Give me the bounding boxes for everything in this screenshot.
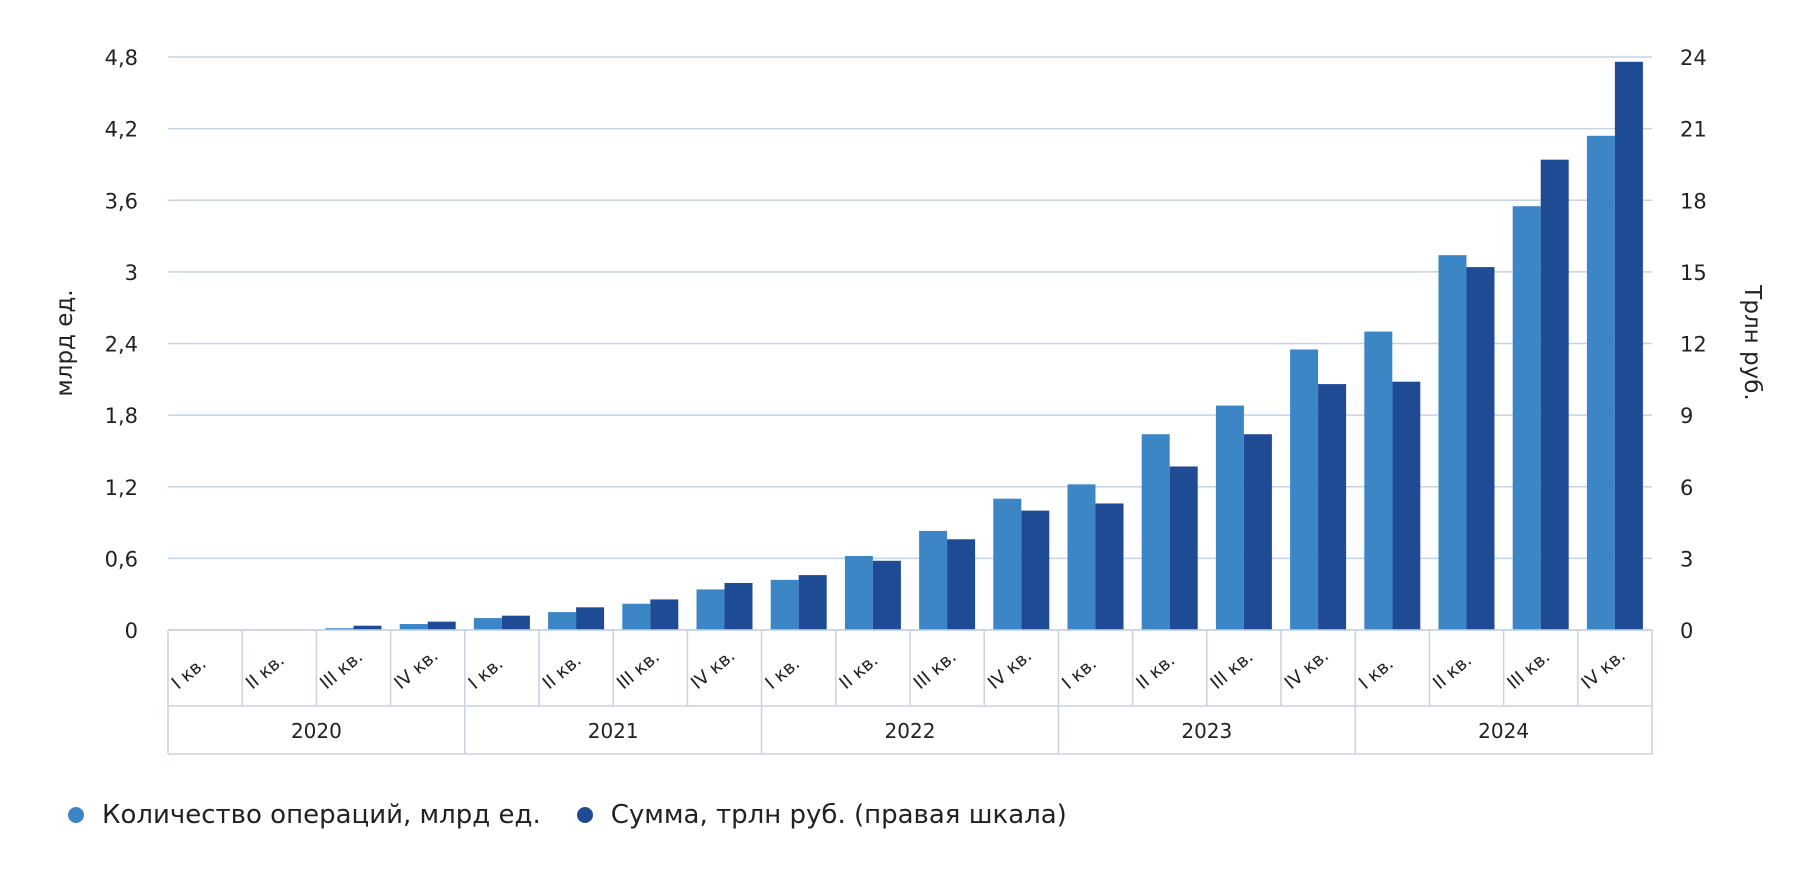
bar-sum	[1243, 434, 1272, 630]
chart: 0 0,6 1,2 1,8 2,4 3 3,6 4,2 4,8 0 3 6 9 12 15 18 21 24 млр…	[52, 46, 1765, 755]
bar-sum	[1540, 159, 1569, 630]
bar-count	[1215, 405, 1244, 630]
bar-sum	[798, 575, 827, 630]
x-tick-label: I кв.	[465, 653, 508, 694]
bar-sum	[1392, 381, 1421, 630]
bar-sum	[1169, 466, 1198, 630]
y-left-axis-label: млрд ед.	[52, 289, 78, 396]
bar-count	[1586, 135, 1615, 630]
legend-item-count: Количество операций, млрд ед.	[68, 800, 541, 830]
y-left-tick-label: 4,2	[105, 118, 138, 142]
y-right-tick-label: 24	[1680, 46, 1707, 70]
bar-count	[1141, 434, 1170, 630]
legend-swatch-count	[68, 807, 84, 823]
bar-sum	[353, 625, 382, 630]
bar-sum	[650, 599, 679, 630]
y-left-tick-label: 3	[125, 261, 138, 285]
x-tick-label: III кв.	[316, 646, 367, 693]
x-tick-label: IV кв.	[1578, 645, 1630, 694]
x-tick-label: II кв.	[1429, 650, 1476, 694]
year-label: 2021	[588, 719, 639, 743]
x-tick-label: I кв.	[168, 653, 211, 694]
bar-sum	[724, 582, 753, 630]
bar-sum	[576, 607, 605, 630]
y-left-tick-label: 4,8	[105, 46, 138, 70]
bar-count	[696, 589, 725, 630]
year-label: 2022	[885, 719, 936, 743]
x-tick-label: I кв.	[761, 653, 804, 694]
y-right-tick-label: 21	[1680, 118, 1707, 142]
x-tick-label: II кв.	[836, 650, 883, 694]
x-tick-label: IV кв.	[1281, 645, 1333, 694]
x-tick-label: III кв.	[613, 646, 664, 693]
bar-sum	[1466, 267, 1495, 630]
y-right-tick-label: 12	[1680, 333, 1707, 357]
y-right-tick-label: 15	[1680, 261, 1707, 285]
bar-sum	[1021, 510, 1050, 630]
bar-count	[473, 618, 502, 630]
bar-count	[993, 498, 1022, 630]
legend-item-sum: Сумма, трлн руб. (правая шкала)	[576, 800, 1067, 830]
x-tick-label: II кв.	[539, 650, 586, 694]
bar-sum	[1318, 384, 1347, 630]
x-tick-label: I кв.	[1058, 653, 1101, 694]
bar-count	[919, 530, 948, 630]
bar-count	[325, 628, 354, 630]
x-tick-label: II кв.	[242, 650, 289, 694]
year-label: 2024	[1478, 719, 1529, 743]
bar-count	[622, 603, 651, 630]
y-left-tick-label: 2,4	[105, 333, 138, 357]
y-right-axis-label: Трлн руб.	[1739, 284, 1765, 400]
y-left-tick-label: 1,8	[105, 404, 138, 428]
y-right-tick-label: 9	[1680, 404, 1693, 428]
y-right-tick-label: 3	[1680, 547, 1693, 571]
year-label: 2020	[291, 719, 342, 743]
x-tick-label: III кв.	[1207, 646, 1258, 693]
legend-swatch-sum	[576, 807, 593, 823]
x-tick-label: II кв.	[1132, 650, 1179, 694]
bar-count	[1290, 349, 1319, 630]
bar-sum	[947, 539, 976, 630]
bar-count	[1512, 206, 1541, 630]
y-left-tick-label: 0,6	[105, 547, 138, 571]
bar-sum	[872, 560, 901, 630]
x-tick-label: IV кв.	[687, 645, 739, 694]
bar-count	[1438, 255, 1467, 630]
y-right-tick-label: 6	[1680, 476, 1693, 500]
y-right-tick-label: 0	[1680, 619, 1693, 643]
x-tick-label: I кв.	[1355, 653, 1398, 694]
bar-sum	[501, 615, 530, 630]
bar-count	[1067, 484, 1096, 630]
bar-sum	[427, 621, 456, 630]
legend-label-sum: Сумма, трлн руб. (правая шкала)	[610, 800, 1067, 830]
bar-count	[1364, 331, 1393, 630]
y-left-tick-label: 1,2	[105, 476, 138, 500]
legend-label-count: Количество операций, млрд ед.	[102, 800, 541, 830]
year-label: 2023	[1181, 719, 1232, 743]
bar-sum	[1614, 61, 1643, 630]
x-tick-label: IV кв.	[390, 645, 442, 694]
x-tick-label: IV кв.	[984, 645, 1036, 694]
y-right-tick-label: 18	[1680, 189, 1707, 213]
x-tick-label: III кв.	[1503, 646, 1554, 693]
bar-sum	[1095, 503, 1124, 630]
bar-count	[844, 555, 873, 630]
legend: Количество операций, млрд ед. Сумма, трл…	[68, 800, 1103, 830]
y-left-tick-label: 0	[125, 619, 138, 643]
y-left-tick-label: 3,6	[105, 189, 138, 213]
x-tick-label: III кв.	[910, 646, 961, 693]
bar-count	[548, 612, 577, 630]
bar-count	[770, 579, 799, 630]
bar-count	[399, 624, 428, 630]
